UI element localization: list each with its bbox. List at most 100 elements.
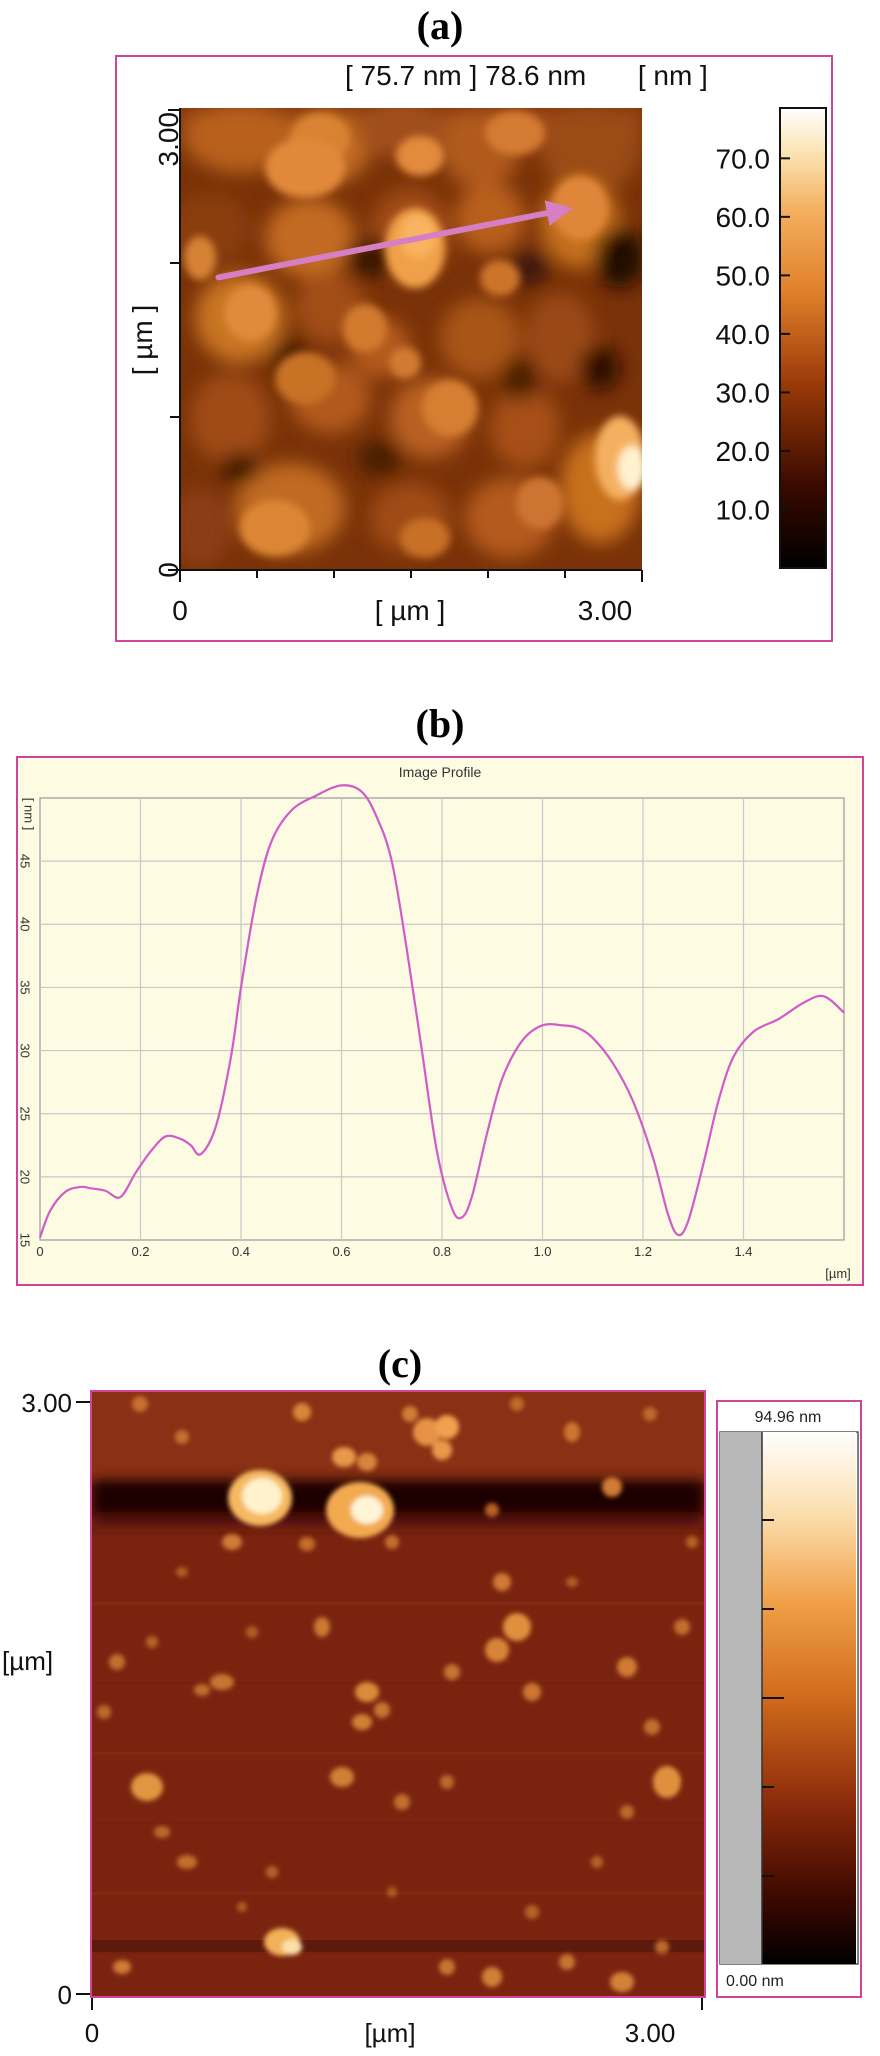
- panel-a-y-start-label: 0: [153, 562, 184, 578]
- panel-b-x-tick-label: 0.8: [433, 1244, 451, 1259]
- panel-a-x-axis-label: [ µm ]: [375, 595, 446, 626]
- panel-b-profile-point: [461, 1216, 463, 1218]
- panel-c-y-end-label: 3.00: [21, 1388, 72, 1418]
- panel-b-frame: [16, 756, 864, 1286]
- panel-b-x-axis-label: [µm]: [825, 1266, 851, 1281]
- panel-b-y-tick-label: 25: [17, 1106, 32, 1120]
- panel-c-y-axis-label: [µm]: [2, 1646, 53, 1676]
- panel-b-profile-point: [687, 1220, 689, 1222]
- panel-b-profile-point: [89, 1187, 91, 1189]
- panel-a-colorbar-tick-label: 50.0: [716, 260, 771, 291]
- panel-b-profile-point: [667, 1214, 669, 1216]
- panel-b-profile-point: [406, 948, 408, 951]
- panel-c-colorbar: 94.96 nm 0.00 nm: [719, 1409, 859, 1990]
- panel-b-profile-point: [180, 1138, 182, 1140]
- panel-a-colorbar-tick-label: 40.0: [716, 319, 771, 350]
- panel-b-profile-point: [104, 1190, 106, 1192]
- panel-a-bracket-value: [ 75.7 nm ]: [345, 60, 478, 91]
- panel-b-y-tick-label: 45: [17, 854, 32, 868]
- panel-a-profile-arrowhead: [544, 200, 573, 226]
- panel-b-profile-point: [501, 1077, 503, 1079]
- panel-b-profile-point: [652, 1157, 654, 1159]
- panel-b-profile-point: [255, 898, 257, 900]
- panel-b-y-axis-label: [ nm ]: [21, 798, 36, 831]
- panel-b-profile-point: [803, 1001, 805, 1004]
- panel-b-profile-point: [79, 1186, 81, 1188]
- panel-b-y-tick-label: 15: [17, 1233, 32, 1247]
- panel-b-profile-point: [165, 1135, 167, 1138]
- panel-b-profile-point: [752, 1031, 755, 1033]
- panel-b-chart: 0 0.2 0.4 0.6 0.8 1.0 1.2 1.4 15 20 25 30 35 40 45 [ n…: [17, 784, 851, 1281]
- panel-b-x-tick-label: 0.2: [131, 1244, 149, 1259]
- panel-a-header: [ 75.7 nm ] 78.6 nm [ nm ]: [345, 60, 708, 92]
- panel-b-profile-point: [541, 1024, 544, 1026]
- panel-b-y-tick-label: 40: [17, 917, 32, 931]
- panel-a-y-end-label: 3.00: [153, 112, 184, 167]
- panel-b-profile-point: [200, 1153, 202, 1155]
- panel-c-x-end-label: 3.00: [625, 2018, 676, 2048]
- panel-b-profile-point: [471, 1195, 473, 1197]
- panel-b-x-tick-label: 1.2: [634, 1244, 652, 1259]
- panel-a-profile-line: [215, 210, 551, 281]
- panel-b-profile-point: [677, 1234, 679, 1236]
- panel-a-colorbar-tick-label: 60.0: [716, 202, 771, 233]
- panel-c-x-axis-label: [µm]: [364, 2018, 415, 2048]
- panel-b-profile-point: [732, 1056, 735, 1058]
- panel-a-x-start-label: 0: [172, 595, 188, 626]
- panel-b-profile-point: [340, 784, 343, 786]
- panel-c-y-start-label: 0: [58, 1980, 72, 2010]
- panel-b-profile-point: [612, 1062, 614, 1064]
- panel-a-colorbar-tick-label: 70.0: [716, 143, 771, 174]
- panel-b-profile-point: [215, 1125, 217, 1127]
- panel-b-profile-point: [632, 1100, 634, 1102]
- panel-a-colorbar: 70.0 60.0 50.0 40.0 30.0 20.0 10.0: [716, 107, 827, 569]
- panel-a-afm-image: [180, 108, 642, 570]
- panel-b-profile-point: [39, 1236, 41, 1239]
- panel-b-profile-point: [391, 860, 393, 862]
- panel-b-profile-line: [38, 784, 845, 1238]
- panel-b-profile-point: [778, 1018, 780, 1020]
- panel-c-frame: [90, 1390, 706, 1998]
- panel-b-profile-point: [190, 1144, 192, 1146]
- panel-b-profile-point: [486, 1132, 488, 1134]
- panel-a-x-end-label: 3.00: [578, 595, 633, 626]
- panel-b-profile-point: [592, 1037, 594, 1039]
- panel-a-y-axis-label: [ µm ]: [127, 305, 158, 376]
- panel-b-profile-point: [361, 791, 363, 793]
- panel-b-profile-point: [64, 1191, 66, 1193]
- panel-b-y-tick-label: 35: [17, 980, 32, 994]
- panel-b-profile-point: [315, 794, 317, 797]
- panel-a-frame: [115, 55, 833, 642]
- panel-b-profile-point: [702, 1163, 704, 1165]
- panel-b-profile-point: [149, 1151, 152, 1153]
- panel-b-profile-point: [240, 986, 242, 989]
- panel-c-x-start-label: 0: [85, 2018, 99, 2048]
- panel-b-x-tick-label: 0.4: [232, 1244, 250, 1259]
- panel-b-profile-point: [49, 1210, 51, 1212]
- panel-a-value: 78.6 nm: [485, 60, 587, 91]
- panel-a-colorbar-tick-label: 10.0: [716, 494, 771, 525]
- panel-b-profile-point: [290, 810, 292, 812]
- panel-b-profile-point: [270, 841, 272, 843]
- panel-a-colorbar-tick-label: 20.0: [716, 436, 771, 467]
- panel-a-letter: (a): [416, 3, 464, 48]
- panel-b-x-tick-label: 1.4: [734, 1244, 752, 1259]
- panel-b-y-tick-label: 20: [17, 1170, 32, 1184]
- panel-b-profile-point: [577, 1027, 579, 1029]
- panel-b-letter: (b): [415, 701, 465, 746]
- panel-b-profile-point: [451, 1207, 453, 1210]
- panel-a-colorbar-tick-label: 30.0: [716, 377, 771, 408]
- panel-b-profile-point: [376, 816, 378, 818]
- panel-b-profile-point: [521, 1039, 523, 1042]
- panel-c-letter: (c): [377, 1341, 423, 1386]
- panel-c-colorbar-max: 94.96 nm: [755, 1409, 822, 1426]
- panel-b-profile-point: [230, 1056, 232, 1058]
- panel-b-title: Image Profile: [398, 764, 482, 780]
- panel-b-profile-point: [119, 1196, 121, 1198]
- panel-b-x-tick-label: 0: [36, 1244, 43, 1259]
- panel-b-profile-point: [134, 1172, 137, 1174]
- panel-c-axes: 3.00 0 [µm] 0 3.00 [µm]: [2, 1388, 703, 2048]
- panel-b-profile-point: [436, 1151, 438, 1153]
- panel-c-colorbar-min: 0.00 nm: [726, 1973, 784, 1990]
- panel-b-x-tick-label: 1.0: [533, 1244, 551, 1259]
